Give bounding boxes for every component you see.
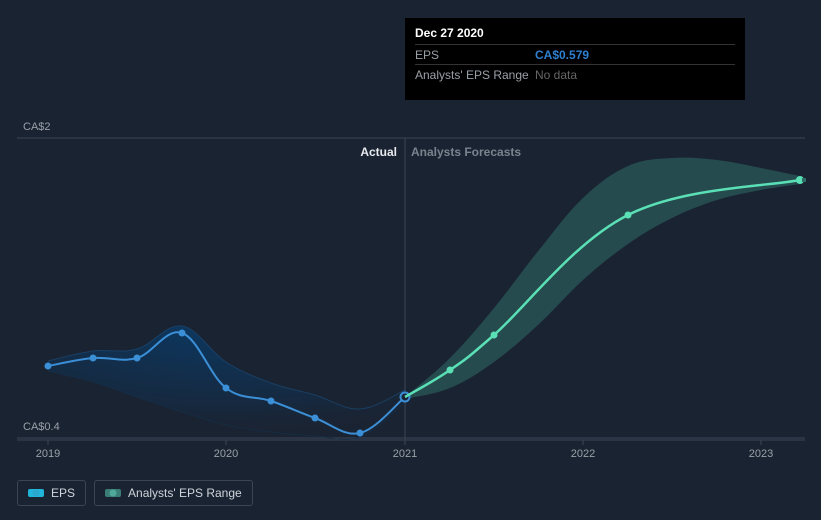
legend-swatch-icon (28, 489, 44, 497)
legend-swatch-icon (105, 489, 121, 497)
tooltip-date: Dec 27 2020 (415, 26, 735, 40)
svg-text:CA$0.4: CA$0.4 (23, 421, 60, 433)
tooltip-label: Analysts' EPS Range (415, 68, 535, 82)
tooltip-label: EPS (415, 48, 535, 62)
chart-legend: EPS Analysts' EPS Range (17, 480, 253, 506)
svg-text:2019: 2019 (36, 448, 60, 460)
legend-item-eps[interactable]: EPS (17, 480, 86, 506)
svg-text:2022: 2022 (571, 448, 595, 460)
section-label-actual: Actual (360, 145, 397, 159)
svg-text:2023: 2023 (749, 448, 773, 460)
legend-item-range[interactable]: Analysts' EPS Range (94, 480, 253, 506)
section-label-forecast: Analysts Forecasts (411, 145, 521, 159)
svg-text:2021: 2021 (393, 448, 417, 460)
svg-text:2020: 2020 (214, 448, 238, 460)
legend-label: EPS (51, 486, 75, 500)
tooltip-value: No data (535, 68, 577, 82)
tooltip-row-eps: EPS CA$0.579 (415, 44, 735, 64)
eps-forecast-chart: { "chart": { "type": "line-with-range", … (0, 0, 821, 520)
chart-tooltip: Dec 27 2020 EPS CA$0.579 Analysts' EPS R… (405, 18, 745, 100)
tooltip-row-range: Analysts' EPS Range No data (415, 64, 735, 84)
legend-label: Analysts' EPS Range (128, 486, 242, 500)
svg-text:CA$2: CA$2 (23, 121, 51, 133)
tooltip-value: CA$0.579 (535, 48, 589, 62)
